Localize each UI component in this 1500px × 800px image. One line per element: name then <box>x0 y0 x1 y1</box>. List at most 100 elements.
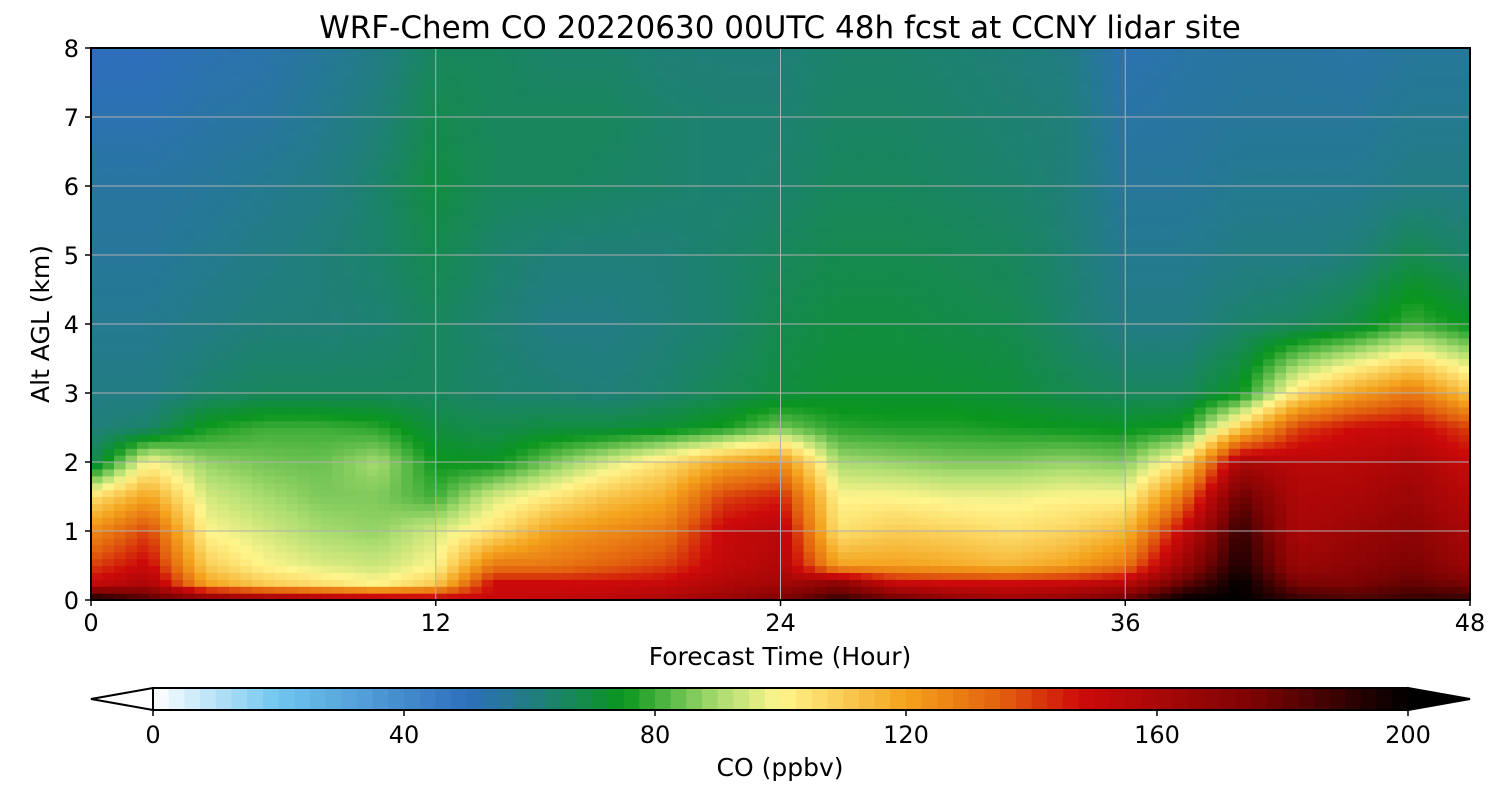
heatmap-cell <box>654 324 667 332</box>
heatmap-cell <box>711 248 724 256</box>
heatmap-cell <box>136 468 150 477</box>
heatmap-cell <box>113 544 127 553</box>
heatmap-cell <box>205 503 219 511</box>
heatmap-cell <box>320 441 333 449</box>
heatmap-cell <box>194 420 207 429</box>
heatmap-cell <box>125 565 138 573</box>
heatmap-cell <box>136 351 150 360</box>
heatmap-cell <box>171 206 184 215</box>
heatmap-cell <box>228 586 241 594</box>
heatmap-cell <box>665 324 678 332</box>
heatmap-cell <box>171 324 184 332</box>
heatmap-cell <box>251 510 264 518</box>
heatmap-cell <box>734 586 747 594</box>
heatmap-cell <box>447 475 460 484</box>
heatmap-cell <box>734 234 747 242</box>
heatmap-cell <box>125 158 138 166</box>
heatmap-cell <box>631 551 644 560</box>
heatmap-cell <box>286 268 299 277</box>
heatmap-cell <box>677 165 690 173</box>
heatmap-cell <box>562 165 575 173</box>
heatmap-cell <box>470 248 483 256</box>
heatmap-cell <box>355 213 368 222</box>
heatmap-cell <box>309 441 322 449</box>
heatmap-cell <box>412 144 425 153</box>
heatmap-cell <box>746 144 759 153</box>
heatmap-cell <box>297 537 310 546</box>
heatmap-cell <box>159 372 173 380</box>
heatmap-cell <box>389 393 402 401</box>
heatmap-cell <box>447 406 460 415</box>
heatmap-cell <box>136 330 150 339</box>
heatmap-cell <box>378 68 391 77</box>
heatmap-cell <box>320 455 333 463</box>
heatmap-cell <box>723 531 736 539</box>
heatmap-cell <box>665 448 678 456</box>
heatmap-cell <box>125 537 138 546</box>
heatmap-cell <box>355 75 368 84</box>
heatmap-cell <box>493 96 506 104</box>
heatmap-cell <box>527 503 540 511</box>
heatmap-cell <box>412 365 425 373</box>
heatmap-cell <box>596 372 609 380</box>
heatmap-cell <box>734 324 747 332</box>
heatmap-cell <box>412 510 425 518</box>
heatmap-cell <box>125 110 138 118</box>
heatmap-cell <box>332 117 345 125</box>
heatmap-cell <box>746 213 759 222</box>
heatmap-cell <box>665 199 678 208</box>
heatmap-cell <box>688 158 701 166</box>
heatmap-cell <box>228 358 241 366</box>
heatmap-cell <box>343 524 356 532</box>
heatmap-cell <box>355 579 368 587</box>
heatmap-cell <box>240 82 253 90</box>
heatmap-cell <box>550 144 563 153</box>
heatmap-cell <box>194 468 207 477</box>
heatmap-cell <box>619 192 632 201</box>
heatmap-cell <box>263 206 276 215</box>
heatmap-cell <box>435 475 448 484</box>
heatmap-cell <box>125 330 138 339</box>
heatmap-cell <box>343 517 356 525</box>
heatmap-cell <box>332 427 345 435</box>
heatmap-cell <box>470 448 483 456</box>
heatmap-cell <box>125 496 138 504</box>
heatmap-cell <box>504 144 517 153</box>
heatmap-cell <box>550 372 563 380</box>
heatmap-cell <box>424 268 437 277</box>
heatmap-cell <box>470 241 483 249</box>
heatmap-cell <box>619 48 632 56</box>
heatmap-cell <box>631 137 644 146</box>
heatmap-cell <box>205 544 219 553</box>
heatmap-cell <box>596 96 609 104</box>
heatmap-cell <box>320 337 333 346</box>
heatmap-cell <box>113 344 127 353</box>
heatmap-cell <box>481 48 494 56</box>
heatmap-cell <box>297 241 310 249</box>
heatmap-cell <box>159 455 173 463</box>
heatmap-cell <box>194 186 207 194</box>
heatmap-cell <box>286 351 299 360</box>
heatmap-cell <box>182 123 196 132</box>
heatmap-cell <box>251 192 264 201</box>
heatmap-cell <box>596 206 609 215</box>
heatmap-cell <box>803 427 816 435</box>
heatmap-cell <box>493 489 506 498</box>
heatmap-cell <box>527 537 540 546</box>
heatmap-cell <box>791 186 805 194</box>
heatmap-cell <box>435 393 448 401</box>
heatmap-cell <box>458 344 471 353</box>
heatmap-cell <box>447 558 460 567</box>
heatmap-cell <box>585 117 598 125</box>
heatmap-cell <box>608 482 621 491</box>
heatmap-cell <box>711 337 724 346</box>
heatmap-cell <box>550 565 563 573</box>
heatmap-cell <box>113 54 127 63</box>
heatmap-cell <box>447 510 460 518</box>
heatmap-cell <box>527 255 540 263</box>
heatmap-cell <box>435 365 448 373</box>
heatmap-cell <box>366 199 379 208</box>
heatmap-cell <box>539 482 552 491</box>
heatmap-cell <box>539 462 552 470</box>
heatmap-cell <box>700 427 713 435</box>
